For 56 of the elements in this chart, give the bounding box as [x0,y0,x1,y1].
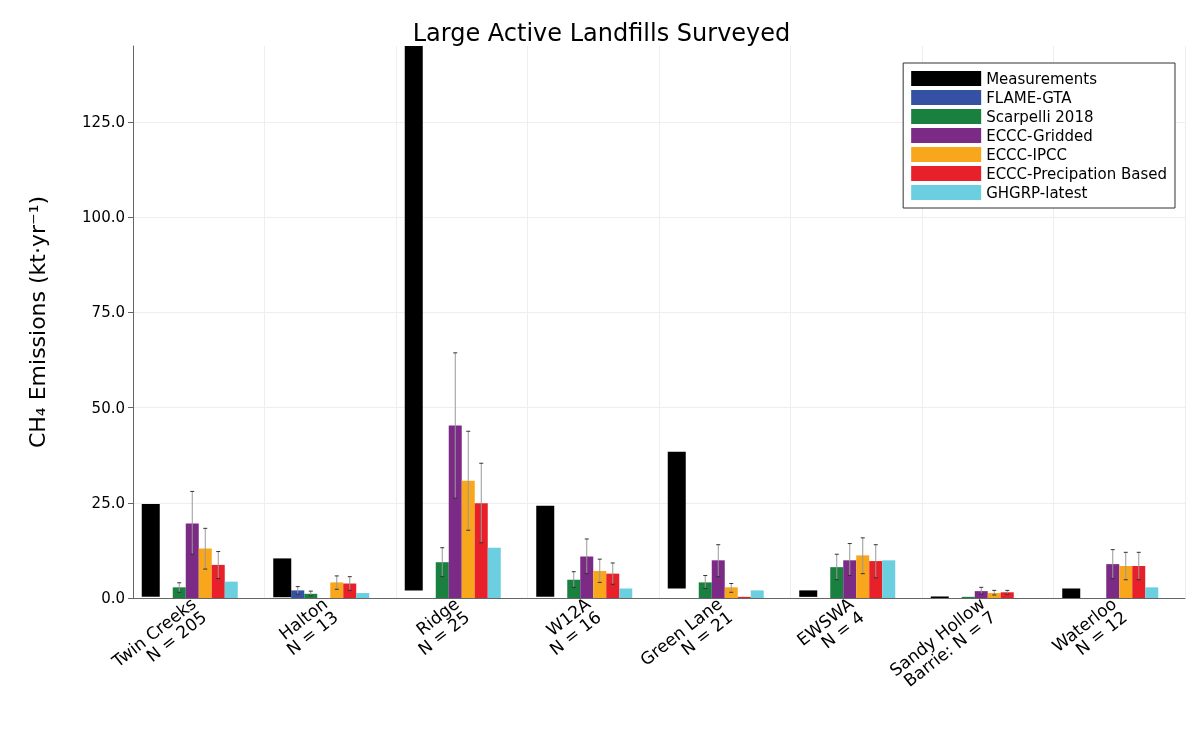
bar [448,425,462,598]
bar [698,582,712,598]
bar [1062,588,1081,598]
y-tick-label: 75.0 [91,303,125,322]
bar [487,547,501,598]
legend-label: ECCC-IPCC [986,145,1067,164]
bar [273,558,292,598]
bar [869,561,883,598]
y-tick-label: 0.0 [101,589,125,607]
bar [580,556,594,598]
bar [1106,564,1120,598]
bar [750,590,764,598]
bar [141,503,160,597]
bar [356,593,370,598]
bar [198,548,212,598]
legend-label: FLAME-GTA [986,88,1073,107]
bar [1119,566,1133,598]
bar [830,567,844,598]
bar [593,570,607,598]
bar [856,555,870,598]
bar [536,505,555,597]
bar [330,582,344,598]
bar [185,523,199,598]
bar [474,503,488,598]
bar [667,451,686,589]
legend-label: ECCC-Precipation Based [986,164,1168,183]
bar [211,564,225,598]
bar [619,588,633,598]
bar [461,480,475,598]
bar [1000,592,1014,598]
legend-label: GHGRP-latest [986,183,1088,202]
bar [567,579,581,598]
legend-label: Scarpelli 2018 [986,107,1094,126]
bar [435,562,449,598]
bar [343,583,357,598]
bar [711,560,725,598]
chart-title: Large Active Landfills Surveyed [412,19,791,47]
bar [291,590,305,598]
legend-label: ECCC-Gridded [986,126,1093,145]
y-tick-label: 100.0 [82,208,125,227]
legend-label: Measurements [986,69,1098,88]
bar [404,46,423,591]
bar [172,587,186,598]
bar [843,560,857,598]
bar [974,591,988,598]
bar [1132,566,1146,598]
y-tick-label: 25.0 [91,493,125,512]
bar [1145,587,1159,598]
bar [799,590,818,597]
y-tick-label: 50.0 [91,398,125,417]
bar [724,587,738,598]
y-axis-title: CH₄ Emissions (kt·yr⁻¹) [24,195,50,449]
bar [224,581,238,598]
bar [606,573,620,598]
y-tick-label: 125.0 [82,113,125,132]
bar [882,560,896,598]
